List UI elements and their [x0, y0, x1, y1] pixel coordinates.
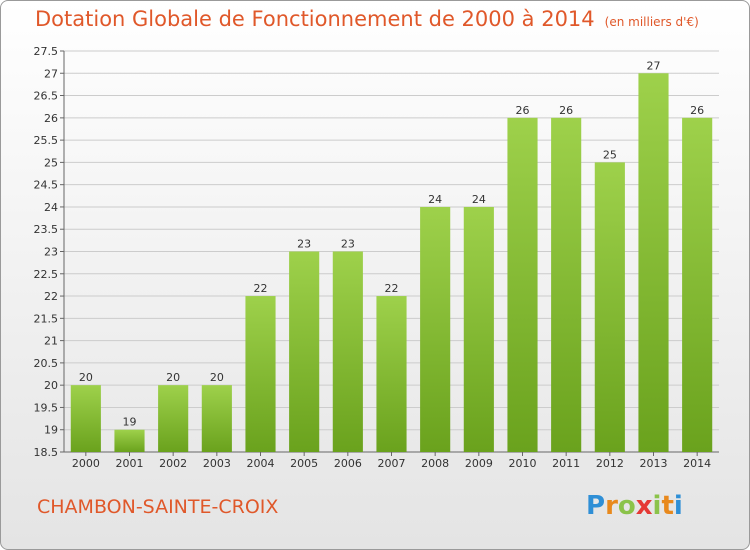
x-tick-label: 2010 — [509, 457, 537, 470]
value-label: 20 — [166, 371, 180, 384]
y-tick-label: 18.5 — [34, 446, 59, 459]
chart-title: Dotation Globale de Fonctionnement de 20… — [35, 7, 699, 31]
bar — [376, 296, 407, 452]
logo-letter: o — [617, 491, 636, 521]
x-tick-label: 2008 — [421, 457, 449, 470]
y-tick-label: 23 — [44, 246, 58, 259]
y-tick-label: 23.5 — [34, 223, 59, 236]
y-tick-label: 24.5 — [34, 179, 59, 192]
bar — [551, 117, 582, 452]
x-tick-label: 2006 — [334, 457, 362, 470]
x-tick-label: 2011 — [552, 457, 580, 470]
y-tick-label: 26.5 — [34, 90, 59, 103]
value-label: 24 — [428, 193, 442, 206]
x-tick-label: 2000 — [72, 457, 100, 470]
value-label: 22 — [254, 282, 268, 295]
y-tick-label: 21.5 — [34, 312, 59, 325]
y-tick-label: 19.5 — [34, 401, 59, 414]
commune-name: CHAMBON-SAINTE-CROIX — [37, 496, 279, 518]
logo-letter: i — [673, 491, 683, 521]
logo-letter: x — [635, 491, 653, 521]
x-tick-label: 2005 — [290, 457, 318, 470]
x-tick-label: 2012 — [596, 457, 624, 470]
y-tick-labels: 18.5 19 19.5 20 20.5 21 21.5 22 22.5 23 23.5 24 24.5… — [34, 45, 59, 459]
y-tick-label: 22 — [44, 290, 58, 303]
value-label: 26 — [516, 104, 530, 117]
bar — [245, 296, 276, 452]
value-labels: 20 19 20 20 22 23 23 22 24 24 26 26 25 27 26 — [79, 59, 704, 428]
y-tick-label: 27.5 — [34, 45, 59, 58]
logo-letter: r — [605, 491, 618, 521]
bar — [289, 251, 320, 452]
x-tick-labels: 2000 2001 2002 2003 2004 2005 2006 2007 2008 2009… — [72, 457, 711, 470]
x-tick-label: 2007 — [378, 457, 406, 470]
chart-title-text: Dotation Globale de Fonctionnement de 20… — [35, 7, 595, 31]
bar — [332, 251, 363, 452]
logo-letter: i — [652, 491, 662, 521]
logo-letter: t — [661, 491, 674, 521]
y-tick-label: 27 — [44, 67, 58, 80]
bar — [70, 385, 101, 452]
x-tick-label: 2004 — [247, 457, 275, 470]
bar — [682, 117, 713, 452]
value-label: 25 — [603, 148, 617, 161]
bar — [158, 385, 189, 452]
bar — [114, 429, 145, 452]
logo-letter: P — [586, 491, 606, 521]
value-label: 23 — [297, 238, 311, 251]
proxiti-logo[interactable]: Proxiti — [586, 491, 683, 521]
x-tick-label: 2002 — [159, 457, 187, 470]
bar — [201, 385, 232, 452]
bar — [507, 117, 538, 452]
value-label: 23 — [341, 238, 355, 251]
y-tick-label: 20.5 — [34, 357, 59, 370]
value-label: 20 — [79, 371, 93, 384]
value-label: 27 — [647, 59, 661, 72]
value-label: 22 — [385, 282, 399, 295]
value-label: 20 — [210, 371, 224, 384]
bar — [638, 73, 669, 453]
bar — [463, 206, 494, 452]
x-tick-label: 2009 — [465, 457, 493, 470]
y-tick-label: 25 — [44, 156, 58, 169]
bars — [70, 73, 713, 453]
bar — [594, 162, 625, 452]
x-tick-label: 2001 — [116, 457, 144, 470]
y-tick-label: 21 — [44, 335, 58, 348]
y-tick-label: 19 — [44, 424, 58, 437]
y-tick-label: 20 — [44, 379, 58, 392]
y-tick-label: 22.5 — [34, 268, 59, 281]
value-label: 19 — [123, 416, 137, 429]
chart-subtitle: (en milliers d'€) — [604, 15, 699, 29]
value-label: 26 — [559, 104, 573, 117]
x-tick-label: 2003 — [203, 457, 231, 470]
y-tick-label: 25.5 — [34, 134, 59, 147]
x-tick-label: 2014 — [683, 457, 711, 470]
y-tick-label: 26 — [44, 112, 58, 125]
value-label: 26 — [690, 104, 704, 117]
y-tick-label: 24 — [44, 201, 58, 214]
bar — [420, 206, 451, 452]
value-label: 24 — [472, 193, 486, 206]
x-tick-label: 2013 — [640, 457, 668, 470]
